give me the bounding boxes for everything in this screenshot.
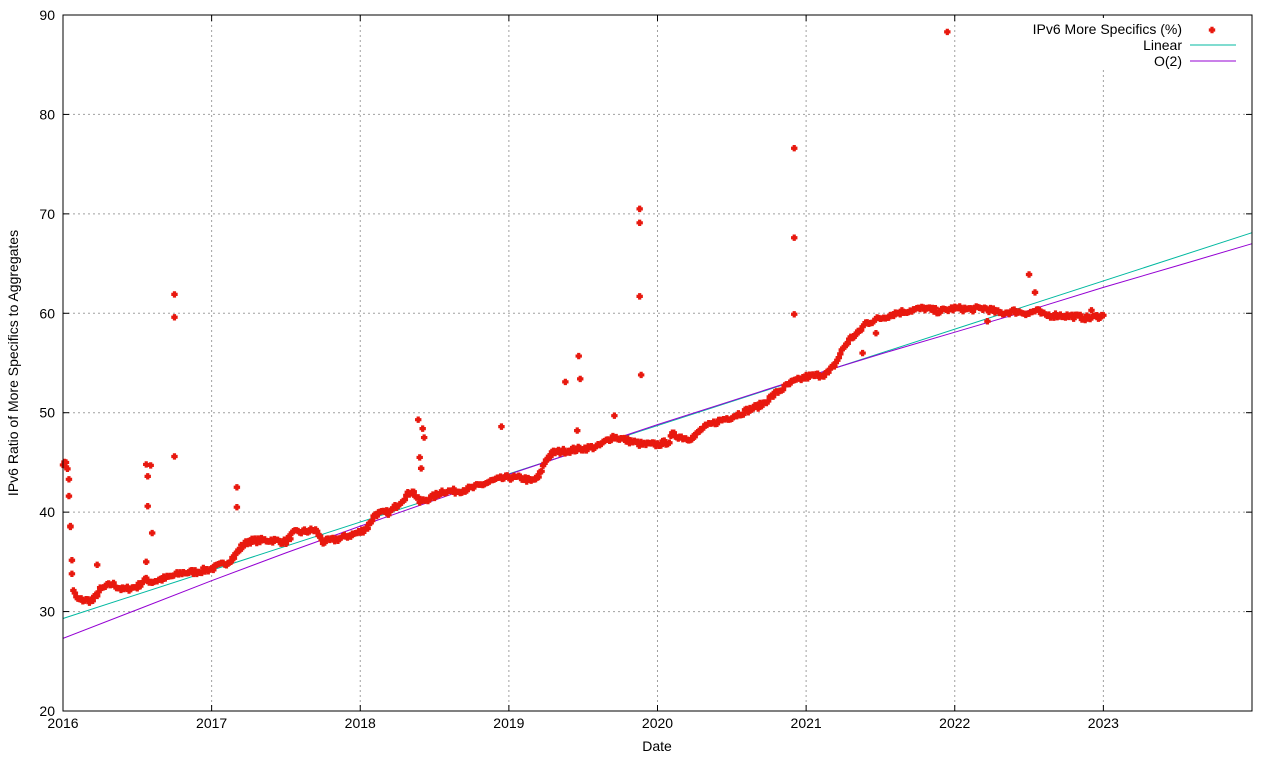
- fit-line-linear: [62, 232, 1253, 619]
- x-tick-label: 2022: [939, 715, 970, 731]
- data-point: [535, 473, 542, 481]
- outlier-point: [1025, 271, 1033, 278]
- outlier-point: [577, 375, 584, 383]
- data-point: [364, 525, 371, 532]
- data-point: [1100, 312, 1107, 319]
- outlier-point: [562, 378, 569, 386]
- legend-marker-points: [1208, 26, 1216, 34]
- outlier-point: [62, 459, 70, 466]
- outlier-point: [416, 454, 423, 461]
- legend-label-o2: O(2): [1154, 53, 1182, 69]
- outlier-point: [575, 352, 582, 360]
- outlier-point: [1088, 307, 1095, 314]
- outlier-point: [144, 502, 151, 510]
- outlier-point: [67, 522, 74, 530]
- outlier-point: [859, 349, 866, 357]
- y-tick-label: 80: [39, 106, 55, 122]
- outlier-point: [171, 291, 178, 298]
- outlier-point: [144, 473, 151, 480]
- outlier-point: [498, 423, 505, 430]
- data-point: [64, 465, 71, 473]
- legend-plus-marker: [1208, 26, 1216, 34]
- outlier-point: [420, 434, 428, 441]
- x-axis-label: Date: [642, 738, 672, 754]
- x-tick-label: 2018: [345, 715, 376, 731]
- legend-label-linear: Linear: [1143, 37, 1182, 53]
- legend-label-points: IPv6 More Specifics (%): [1033, 21, 1182, 37]
- data-point: [68, 557, 76, 564]
- outlier-point: [574, 427, 581, 434]
- y-tick-label: 50: [39, 405, 55, 421]
- outlier-point: [944, 28, 951, 36]
- outlier-point: [872, 329, 880, 337]
- outlier-point: [637, 371, 645, 379]
- x-tick-label: 2021: [791, 715, 822, 731]
- x-tick-label: 2023: [1088, 715, 1119, 731]
- y-tick-label: 90: [39, 7, 55, 23]
- y-tick-labels: 20 30 40 50 60 70 80 90: [39, 7, 55, 719]
- outlier-point: [147, 462, 154, 469]
- outlier-point: [611, 412, 618, 419]
- legend: IPv6 More Specifics (%) Linear O(2): [1004, 18, 1248, 70]
- outlier-point: [791, 234, 798, 241]
- outlier-point: [148, 529, 156, 537]
- grid-lines: [63, 15, 1252, 711]
- y-tick-label: 30: [39, 604, 55, 620]
- data-point: [287, 535, 294, 543]
- outlier-point: [65, 476, 73, 483]
- outlier-point: [233, 484, 241, 491]
- outlier-point: [417, 465, 425, 472]
- outlier-point: [636, 205, 643, 213]
- outlier-point: [233, 503, 241, 511]
- outlier-point: [984, 318, 991, 325]
- outlier-point: [143, 558, 150, 566]
- y-tick-label: 40: [39, 504, 55, 520]
- data-points: [59, 28, 1107, 606]
- outlier-point: [1031, 289, 1039, 296]
- outlier-point: [171, 314, 178, 321]
- x-tick-label: 2017: [196, 715, 227, 731]
- outlier-point: [636, 219, 643, 227]
- data-point: [666, 439, 673, 446]
- y-tick-label: 20: [39, 703, 55, 719]
- outlier-point: [415, 416, 422, 423]
- data-point: [932, 305, 939, 312]
- outlier-point: [419, 425, 426, 432]
- outlier-point: [171, 453, 178, 460]
- outlier-point: [68, 570, 76, 577]
- x-tick-label: 2020: [642, 715, 673, 731]
- fit-lines: [62, 232, 1253, 639]
- fit-line-o-2-: [62, 243, 1253, 639]
- axis-ticks: [62, 14, 1252, 712]
- y-tick-label: 60: [39, 305, 55, 321]
- data-point: [65, 492, 73, 500]
- outlier-point: [636, 293, 643, 300]
- x-tick-label: 2019: [493, 715, 524, 731]
- x-tick-label: 2016: [47, 715, 78, 731]
- outlier-point: [791, 145, 798, 152]
- y-axis-label: IPv6 Ratio of More Specifics to Aggregat…: [5, 230, 21, 496]
- outlier-point: [791, 311, 798, 318]
- outlier-point: [93, 561, 101, 569]
- y-tick-label: 70: [39, 206, 55, 222]
- data-point: [538, 468, 545, 475]
- data-point: [740, 411, 747, 418]
- x-tick-labels: 2016 2017 2018 2019 2020 2021 2022 2023: [47, 715, 1119, 731]
